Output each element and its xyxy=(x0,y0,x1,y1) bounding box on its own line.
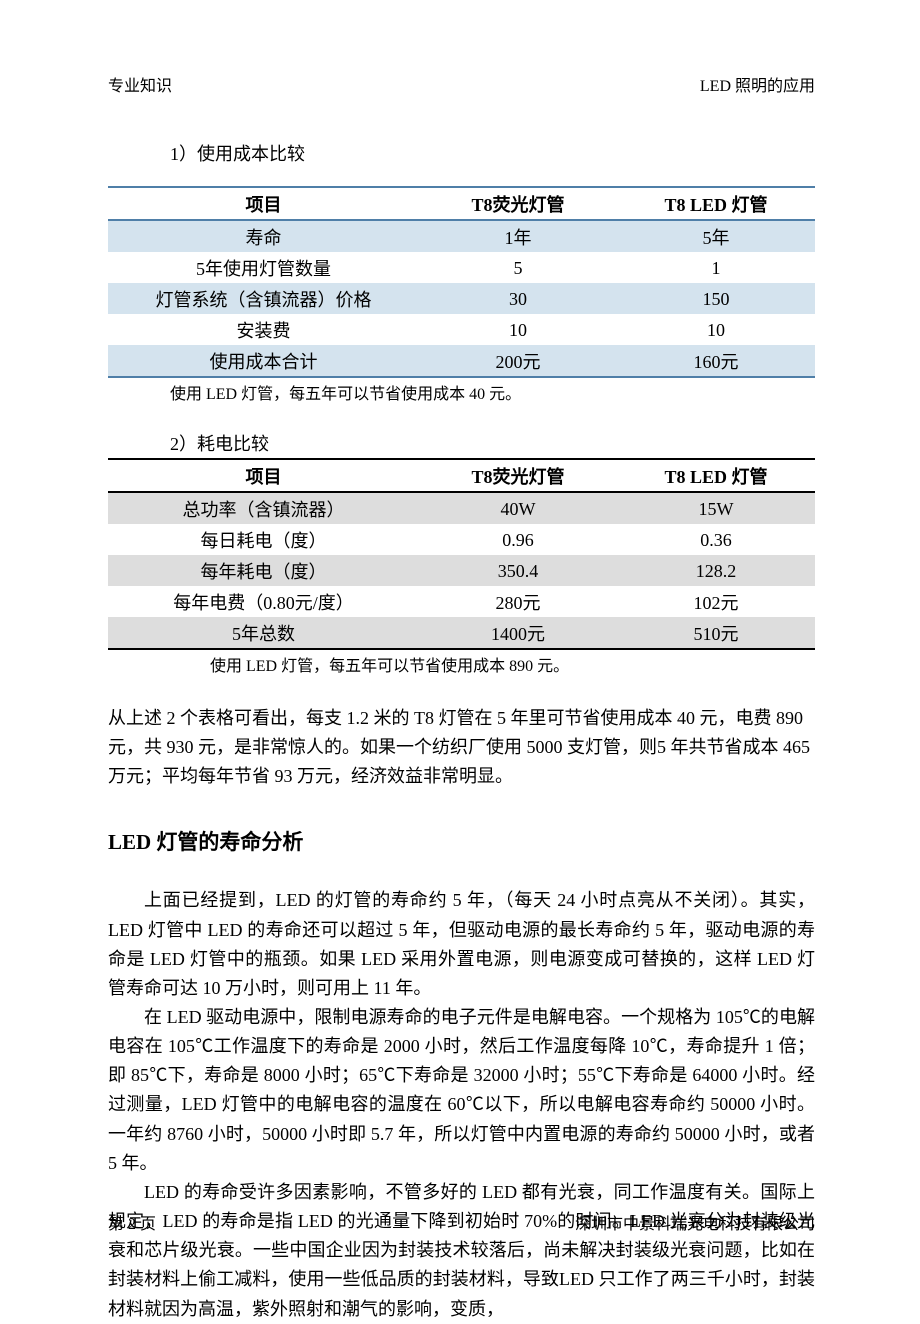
table-row: 寿命 1年 5年 xyxy=(108,220,815,252)
cell: 102元 xyxy=(617,586,815,617)
page: 专业知识 LED 照明的应用 1）使用成本比较 项目 T8荧光灯管 T8 LED… xyxy=(0,0,920,1302)
power-comparison-table: 项目 T8荧光灯管 T8 LED 灯管 总功率（含镇流器） 40W 15W 每日… xyxy=(108,458,815,650)
cell: 160元 xyxy=(617,345,815,377)
cell: 10 xyxy=(617,314,815,345)
cell: 1400元 xyxy=(419,617,617,649)
body-paragraph: 上面已经提到，LED 的灯管的寿命约 5 年，（每天 24 小时点亮从不关闭）。… xyxy=(108,886,815,1003)
cell: 350.4 xyxy=(419,555,617,586)
col-header: 项目 xyxy=(108,459,419,492)
cell: 1年 xyxy=(419,220,617,252)
table-row: 每年耗电（度） 350.4 128.2 xyxy=(108,555,815,586)
cell: 使用成本合计 xyxy=(108,345,419,377)
col-header: 项目 xyxy=(108,187,419,220)
section-heading: LED 灯管的寿命分析 xyxy=(108,826,815,856)
cell: 5年 xyxy=(617,220,815,252)
cell: 200元 xyxy=(419,345,617,377)
cell: 5 xyxy=(419,252,617,283)
summary-paragraph: 从上述 2 个表格可看出，每支 1.2 米的 T8 灯管在 5 年里可节省使用成… xyxy=(108,704,815,790)
cell: 30 xyxy=(419,283,617,314)
col-header: T8荧光灯管 xyxy=(419,459,617,492)
table-row: 5年使用灯管数量 5 1 xyxy=(108,252,815,283)
cell: 0.36 xyxy=(617,524,815,555)
table-header-row: 项目 T8荧光灯管 T8 LED 灯管 xyxy=(108,187,815,220)
body-text: 上面已经提到，LED 的灯管的寿命约 5 年，（每天 24 小时点亮从不关闭）。… xyxy=(108,886,815,1323)
cell: 5年使用灯管数量 xyxy=(108,252,419,283)
table-header-row: 项目 T8荧光灯管 T8 LED 灯管 xyxy=(108,459,815,492)
cell: 1 xyxy=(617,252,815,283)
cell: 15W xyxy=(617,492,815,524)
header-left: 专业知识 xyxy=(108,72,172,96)
table2-wrap: 项目 T8荧光灯管 T8 LED 灯管 总功率（含镇流器） 40W 15W 每日… xyxy=(108,458,815,650)
cell: 150 xyxy=(617,283,815,314)
cell: 0.96 xyxy=(419,524,617,555)
cost-comparison-table: 项目 T8荧光灯管 T8 LED 灯管 寿命 1年 5年 5年使用灯管数量 5 … xyxy=(108,186,815,378)
cell: 寿命 xyxy=(108,220,419,252)
table2-caption: 使用 LED 灯管，每五年可以节省使用成本 890 元。 xyxy=(210,652,815,676)
cell: 安装费 xyxy=(108,314,419,345)
cell: 每年耗电（度） xyxy=(108,555,419,586)
header-right: LED 照明的应用 xyxy=(700,72,815,96)
body-paragraph: 在 LED 驱动电源中，限制电源寿命的电子元件是电解电容。一个规格为 105℃的… xyxy=(108,1003,815,1178)
table-row: 每日耗电（度） 0.96 0.36 xyxy=(108,524,815,555)
table-row: 总功率（含镇流器） 40W 15W xyxy=(108,492,815,524)
table-row: 安装费 10 10 xyxy=(108,314,815,345)
cell: 每日耗电（度） xyxy=(108,524,419,555)
table-row: 5年总数 1400元 510元 xyxy=(108,617,815,649)
cell: 128.2 xyxy=(617,555,815,586)
table-row: 灯管系统（含镇流器）价格 30 150 xyxy=(108,283,815,314)
col-header: T8荧光灯管 xyxy=(419,187,617,220)
table1-wrap: 项目 T8荧光灯管 T8 LED 灯管 寿命 1年 5年 5年使用灯管数量 5 … xyxy=(108,186,815,378)
col-header: T8 LED 灯管 xyxy=(617,187,815,220)
content: 1）使用成本比较 项目 T8荧光灯管 T8 LED 灯管 寿命 1年 5年 xyxy=(108,140,815,1324)
table-row: 使用成本合计 200元 160元 xyxy=(108,345,815,377)
cell: 280元 xyxy=(419,586,617,617)
footer-company: 深圳市中景科瑞光电科技有限公司 xyxy=(575,1210,815,1234)
cell: 每年电费（0.80元/度） xyxy=(108,586,419,617)
cell: 总功率（含镇流器） xyxy=(108,492,419,524)
section1-title: 1）使用成本比较 xyxy=(170,140,815,166)
table-row: 每年电费（0.80元/度） 280元 102元 xyxy=(108,586,815,617)
cell: 40W xyxy=(419,492,617,524)
cell: 510元 xyxy=(617,617,815,649)
cell: 灯管系统（含镇流器）价格 xyxy=(108,283,419,314)
cell: 5年总数 xyxy=(108,617,419,649)
col-header: T8 LED 灯管 xyxy=(617,459,815,492)
footer-page-number: 第 2 页 xyxy=(108,1210,156,1234)
cell: 10 xyxy=(419,314,617,345)
section2-title: 2）耗电比较 xyxy=(170,430,815,456)
table1-caption: 使用 LED 灯管，每五年可以节省使用成本 40 元。 xyxy=(170,380,815,404)
